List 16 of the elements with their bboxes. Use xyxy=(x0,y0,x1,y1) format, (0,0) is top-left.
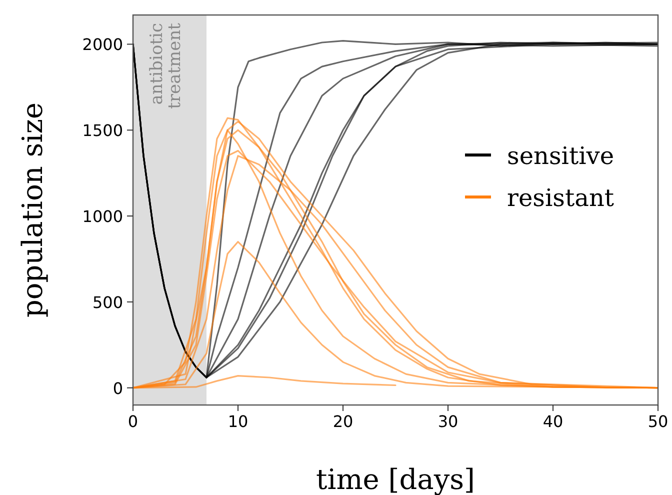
y-tick-label: 0 xyxy=(112,378,123,398)
y-axis-title: population size xyxy=(16,102,49,318)
x-tick-label: 30 xyxy=(438,412,458,431)
x-tick-label: 40 xyxy=(542,412,564,431)
legend-label: sensitive xyxy=(507,142,614,170)
x-tick-label: 0 xyxy=(128,412,138,431)
x-tick-label: 50 xyxy=(648,412,668,431)
x-axis-title: time [days] xyxy=(316,463,475,495)
legend-label: resistant xyxy=(507,184,614,212)
y-tick-label: 1000 xyxy=(82,207,123,226)
y-tick-label: 500 xyxy=(92,292,123,312)
band-label: antibiotic treatment xyxy=(146,22,185,109)
x-tick-label: 10 xyxy=(228,412,248,431)
x-tick-label: 20 xyxy=(332,412,354,431)
y-tick-label: 2000 xyxy=(82,35,123,54)
y-tick-label: 1500 xyxy=(82,121,123,140)
